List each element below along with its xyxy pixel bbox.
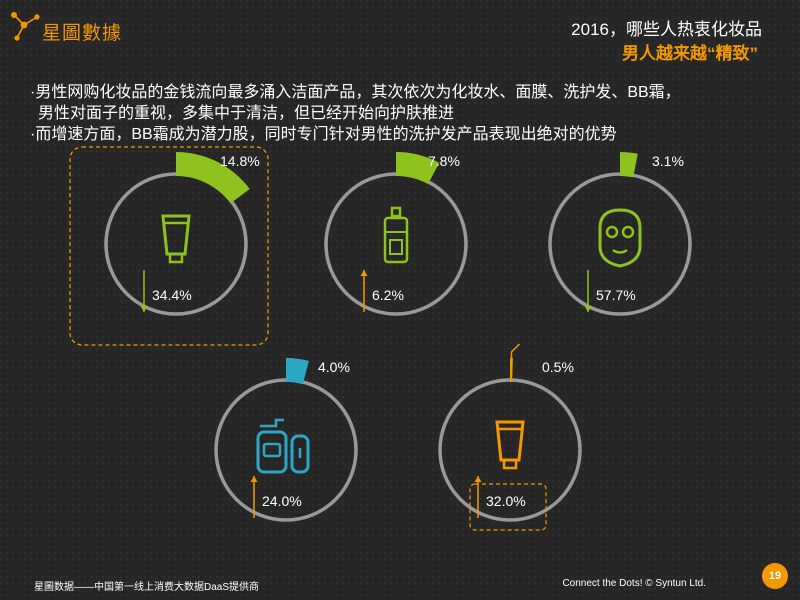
arrow-head xyxy=(360,270,368,276)
growth-label: 24.0% xyxy=(262,493,302,509)
arrow-head xyxy=(474,476,482,482)
share-slice xyxy=(176,152,250,204)
highlight-frame xyxy=(69,146,269,346)
chart-item: 4.0% 24.0% xyxy=(214,358,358,522)
footer-copyright: Connect the Dots! © Syntun Ltd. xyxy=(562,578,706,589)
growth-highlight-frame xyxy=(469,483,547,531)
chart-item: 0.5% 32.0% xyxy=(438,343,582,531)
share-label: 7.8% xyxy=(428,153,460,169)
hair-care-bottles-icon xyxy=(256,418,310,474)
arrow-head xyxy=(250,476,258,482)
page-subtitle: 男人越来越“精致” xyxy=(622,44,758,63)
share-label: 0.5% xyxy=(542,359,574,375)
page-title: 2016，哪些人热衷化妆品 xyxy=(571,20,762,39)
share-label: 4.0% xyxy=(318,359,350,375)
share-slice xyxy=(286,358,309,385)
growth-label: 34.4% xyxy=(152,287,192,303)
chart-item: 14.8% 34.4% xyxy=(69,146,269,346)
brand-name: 星圖數據 xyxy=(42,22,123,44)
bullet-text: ·男性网购化妆品的金钱流向最多涌入洁面产品，其次依次为化妆水、面膜、洗护发、BB… xyxy=(30,84,681,101)
share-slice xyxy=(510,358,513,383)
bb-cream-tube-icon xyxy=(495,420,525,470)
brand-logo-icon xyxy=(11,12,40,41)
chart-item: 3.1% 57.7% xyxy=(548,152,692,316)
share-label: 14.8% xyxy=(220,153,260,169)
cleanser-tube-icon xyxy=(161,214,191,264)
share-slice xyxy=(396,152,440,185)
chart-item: 7.8% 6.2% xyxy=(324,152,468,316)
footer-tagline: 星圖数据——中国第一线上消费大数据DaaS提供商 xyxy=(34,582,260,593)
bullet-text: 男性对面子的重视，多集中于清洁，但已经开始向护肤推进 xyxy=(38,105,455,122)
growth-label: 32.0% xyxy=(486,493,526,509)
leader-line xyxy=(510,343,520,359)
growth-label: 6.2% xyxy=(372,287,404,303)
arrow-head xyxy=(584,306,592,312)
arrow-head xyxy=(140,306,148,312)
share-slice xyxy=(620,152,638,178)
page-number-badge: 19 xyxy=(762,563,788,589)
growth-label: 57.7% xyxy=(596,287,636,303)
bullet-text: ·而增速方面，BB霜成为潜力股，同时专门针对男性的洗护发产品表现出绝对的优势 xyxy=(30,126,617,143)
face-mask-icon xyxy=(598,208,642,268)
toner-bottle-icon xyxy=(383,206,409,264)
share-label: 3.1% xyxy=(652,153,684,169)
